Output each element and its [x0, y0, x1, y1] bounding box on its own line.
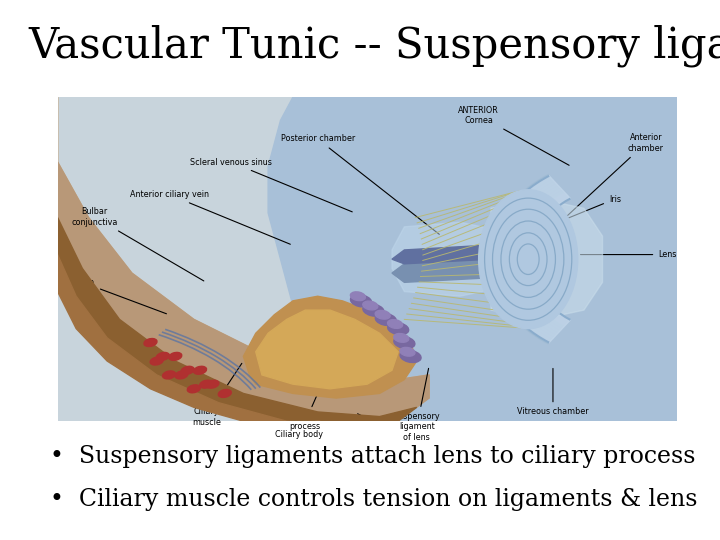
Text: ANTERIOR
Cornea: ANTERIOR Cornea	[459, 106, 569, 165]
Polygon shape	[58, 97, 429, 407]
Text: Lens: Lens	[580, 250, 677, 259]
Ellipse shape	[199, 380, 212, 388]
Ellipse shape	[144, 339, 157, 347]
Text: •  Ciliary muscle controls tension on ligaments & lens: • Ciliary muscle controls tension on lig…	[50, 488, 698, 511]
Polygon shape	[58, 162, 429, 416]
Ellipse shape	[363, 301, 378, 310]
Ellipse shape	[387, 322, 409, 335]
Ellipse shape	[181, 366, 194, 374]
Text: Ciliary
process: Ciliary process	[289, 382, 323, 431]
Polygon shape	[491, 199, 603, 319]
Ellipse shape	[168, 353, 181, 360]
Ellipse shape	[187, 385, 200, 393]
Polygon shape	[256, 310, 398, 389]
Ellipse shape	[375, 313, 396, 326]
Polygon shape	[243, 296, 417, 398]
Polygon shape	[392, 259, 503, 282]
Text: Ciliary
muscle: Ciliary muscle	[192, 363, 242, 427]
Ellipse shape	[400, 350, 421, 362]
Ellipse shape	[479, 190, 577, 329]
Text: Suspensory
ligament
of lens: Suspensory ligament of lens	[393, 368, 440, 442]
Text: Anterior ciliary vein: Anterior ciliary vein	[130, 190, 290, 244]
Polygon shape	[392, 222, 503, 296]
Ellipse shape	[387, 320, 402, 328]
Wedge shape	[491, 176, 570, 342]
Ellipse shape	[194, 366, 207, 374]
Ellipse shape	[156, 353, 169, 360]
Text: Vascular Tunic -- Suspensory ligament: Vascular Tunic -- Suspensory ligament	[29, 24, 720, 67]
Polygon shape	[58, 254, 355, 426]
Polygon shape	[268, 97, 677, 421]
Ellipse shape	[163, 371, 176, 379]
Ellipse shape	[400, 347, 415, 356]
Ellipse shape	[363, 304, 384, 316]
Polygon shape	[392, 245, 498, 264]
Text: •  Suspensory ligaments attach lens to ciliary process: • Suspensory ligaments attach lens to ci…	[50, 445, 696, 468]
Text: Ciliary body: Ciliary body	[275, 430, 323, 440]
Text: Sclera: Sclera	[70, 278, 166, 314]
Text: Scleral venous sinus: Scleral venous sinus	[190, 158, 352, 212]
Ellipse shape	[351, 295, 372, 307]
Ellipse shape	[394, 336, 415, 349]
Ellipse shape	[218, 389, 231, 397]
Text: Anterior
chamber: Anterior chamber	[567, 133, 664, 215]
Ellipse shape	[351, 292, 366, 301]
Text: Posterior chamber: Posterior chamber	[281, 134, 439, 234]
Polygon shape	[58, 218, 417, 426]
Text: Bulbar
conjunctiva: Bulbar conjunctiva	[71, 207, 204, 281]
Ellipse shape	[175, 371, 188, 379]
Text: Vitreous chamber: Vitreous chamber	[517, 368, 589, 416]
Ellipse shape	[150, 357, 163, 365]
Ellipse shape	[206, 380, 219, 388]
Text: Iris: Iris	[481, 194, 621, 253]
Ellipse shape	[375, 310, 390, 319]
Ellipse shape	[394, 334, 409, 342]
